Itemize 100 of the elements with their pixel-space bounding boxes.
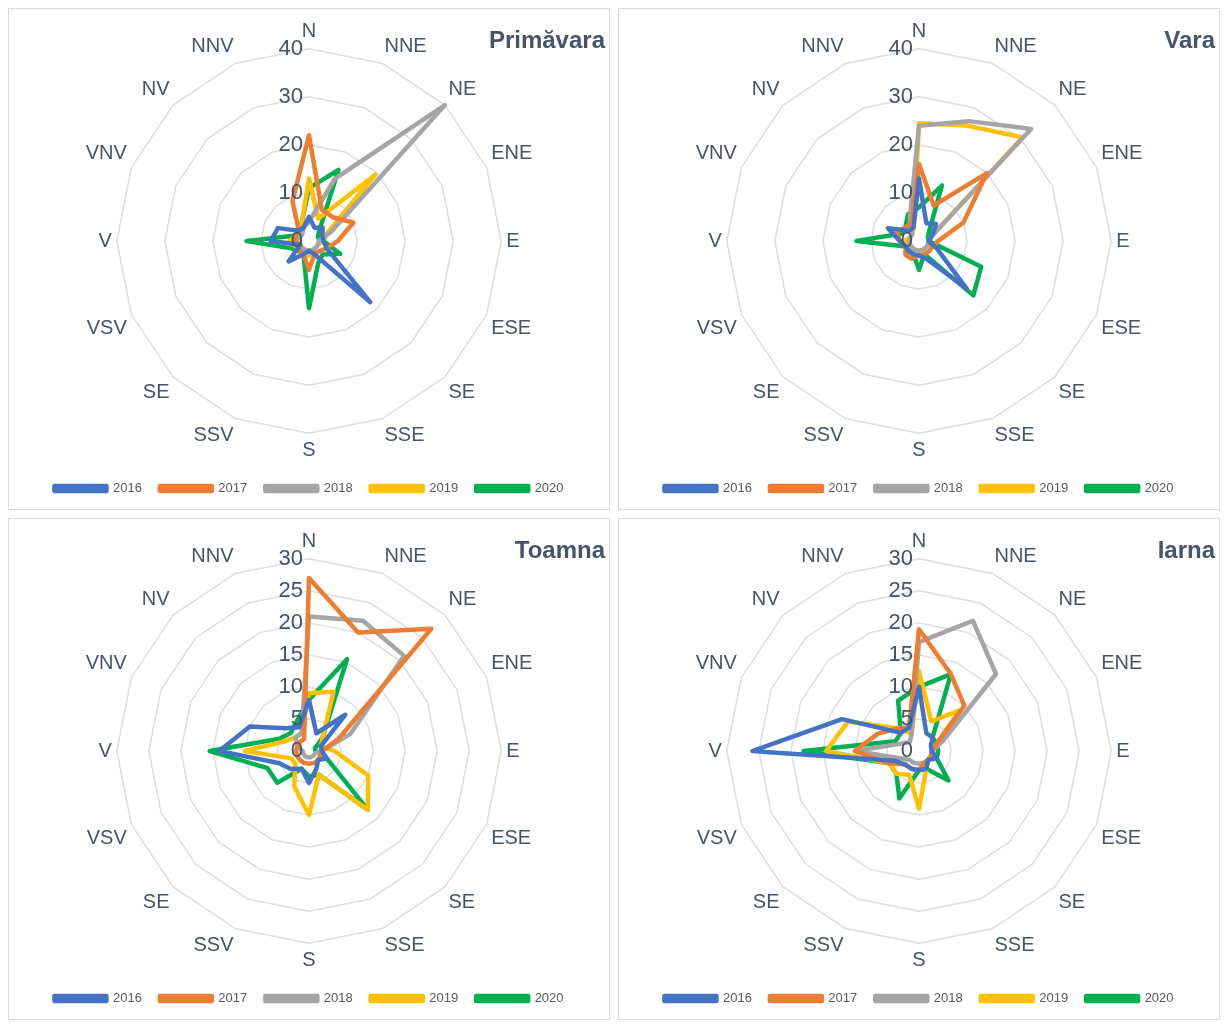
y-tick-label: 20 <box>888 608 913 634</box>
spoke-label: NE <box>1058 77 1087 100</box>
chart-title: Iarna <box>1157 536 1216 564</box>
spoke-label: SE <box>1058 889 1086 912</box>
spoke-label: S <box>912 437 926 460</box>
legend-label: 2016 <box>112 990 142 1006</box>
y-tick-label: 25 <box>278 576 303 602</box>
spoke-label: NNV <box>801 544 845 567</box>
y-tick-label: 40 <box>888 34 913 60</box>
spoke-label: NE <box>448 77 477 100</box>
y-tick-label: 10 <box>278 673 303 698</box>
spoke-label: NE <box>1058 587 1087 610</box>
spoke-label: NNV <box>191 34 235 57</box>
legend-label: 2019 <box>429 480 459 496</box>
spoke-label: NNE <box>384 34 427 57</box>
spoke-label: SE <box>142 889 170 912</box>
legend-label: 2017 <box>218 480 248 496</box>
spoke-label: ENE <box>491 651 533 674</box>
spoke-label: VNV <box>85 651 128 674</box>
spoke-label: V <box>98 228 113 251</box>
spoke-label: NV <box>751 587 781 610</box>
spoke-label: V <box>708 738 723 761</box>
spoke-label: VSV <box>696 825 738 848</box>
spoke-label: N <box>911 19 927 42</box>
spoke-label: ENE <box>1101 651 1143 674</box>
chart-title: Toamna <box>514 536 606 564</box>
spoke-label: SE <box>142 379 170 402</box>
y-tick-label: 0 <box>900 737 913 763</box>
legend-label: 2020 <box>1144 480 1174 496</box>
y-tick-label: 5 <box>290 705 303 731</box>
spoke-label: SSE <box>384 932 425 955</box>
legend-label: 2020 <box>534 480 564 496</box>
spoke-label: V <box>98 738 113 761</box>
spoke-label: SE <box>1058 379 1086 402</box>
spoke-label: NNE <box>994 34 1037 57</box>
spoke-label: NE <box>448 587 477 610</box>
y-tick-label: 30 <box>888 82 913 108</box>
spoke-label: SE <box>448 379 476 402</box>
spoke-label: VSV <box>86 825 128 848</box>
y-tick-label: 30 <box>278 82 303 108</box>
legend-label: 2018 <box>323 480 353 496</box>
spoke-label: ESE <box>1101 825 1142 848</box>
legend-label: 2020 <box>534 990 564 1006</box>
legend-label: 2017 <box>828 990 858 1006</box>
spoke-label: E <box>1116 738 1130 761</box>
spoke-label: N <box>301 19 317 42</box>
spoke-label: ENE <box>491 141 533 164</box>
legend-label: 2019 <box>429 990 459 1006</box>
spoke-label: SSE <box>384 422 425 445</box>
y-tick-label: 15 <box>278 640 303 666</box>
spoke-label: VNV <box>695 141 738 164</box>
legend-label: 2016 <box>112 480 142 496</box>
spoke-label: NV <box>751 77 781 100</box>
y-tick-label: 25 <box>888 576 913 602</box>
y-tick-label: 40 <box>278 34 303 60</box>
spoke-label: V <box>708 228 723 251</box>
spoke-label: SSV <box>193 932 235 955</box>
y-tick-label: 15 <box>888 640 913 666</box>
spoke-label: SSE <box>994 932 1035 955</box>
spoke-label: E <box>506 738 520 761</box>
legend-label: 2019 <box>1039 480 1069 496</box>
legend-label: 2018 <box>933 990 963 1006</box>
spoke-label: SE <box>752 379 780 402</box>
spoke-label: ESE <box>1101 315 1142 338</box>
spoke-label: VNV <box>695 651 738 674</box>
y-tick-label: 0 <box>900 227 913 253</box>
legend-label: 2016 <box>722 480 752 496</box>
spoke-label: ESE <box>491 315 532 338</box>
spoke-label: NV <box>141 77 171 100</box>
spoke-label: ENE <box>1101 141 1143 164</box>
spoke-label: VSV <box>86 315 128 338</box>
spoke-label: SSE <box>994 422 1035 445</box>
spoke-label: NV <box>141 587 171 610</box>
spoke-label: N <box>301 529 317 552</box>
spoke-label: NNV <box>191 544 235 567</box>
chart-title: Vara <box>1164 26 1216 54</box>
spoke-label: SSV <box>193 422 235 445</box>
spoke-label: SSV <box>803 422 845 445</box>
legend-label: 2020 <box>1144 990 1174 1006</box>
y-tick-label: 10 <box>888 179 913 205</box>
chart-title: Primăvara <box>488 26 606 54</box>
spoke-label: VNV <box>85 141 128 164</box>
spoke-label: ESE <box>491 825 532 848</box>
legend-label: 2017 <box>218 990 248 1006</box>
spoke-label: E <box>1116 228 1130 251</box>
spoke-label: SE <box>448 889 476 912</box>
spoke-label: SSV <box>803 932 845 955</box>
spoke-label: E <box>506 228 520 251</box>
y-tick-label: 20 <box>888 130 913 156</box>
spoke-label: S <box>302 437 316 460</box>
legend-label: 2019 <box>1039 990 1069 1006</box>
y-tick-label: 30 <box>888 544 913 570</box>
spoke-label: NNV <box>801 34 845 57</box>
y-tick-label: 30 <box>278 544 303 570</box>
y-tick-label: 0 <box>290 227 303 253</box>
legend-label: 2017 <box>828 480 858 496</box>
spoke-label: NNE <box>994 544 1037 567</box>
spoke-label: N <box>911 529 927 552</box>
legend-label: 2018 <box>933 480 963 496</box>
spoke-label: VSV <box>696 315 738 338</box>
